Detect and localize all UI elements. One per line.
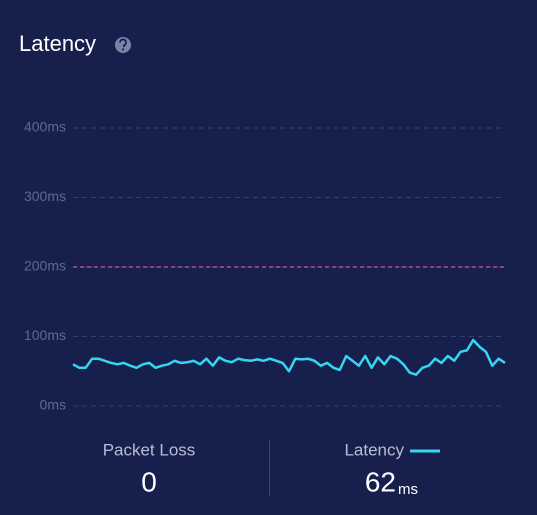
packet-loss-value: 0 [141, 466, 157, 497]
help-icon[interactable] [115, 37, 131, 53]
latency-value: 62 [365, 466, 396, 497]
y-tick-label: 400ms [24, 119, 66, 135]
y-tick-label: 300ms [24, 188, 66, 204]
card-title: Latency [19, 31, 96, 56]
legend-label: Latency [344, 440, 404, 459]
latency-unit: ms [398, 481, 418, 498]
latency-line [72, 338, 506, 376]
packet-loss-label: Packet Loss [103, 440, 196, 459]
y-tick-label: 100ms [24, 327, 66, 343]
y-tick-label: 200ms [24, 258, 66, 274]
y-tick-label: 0ms [40, 397, 66, 413]
